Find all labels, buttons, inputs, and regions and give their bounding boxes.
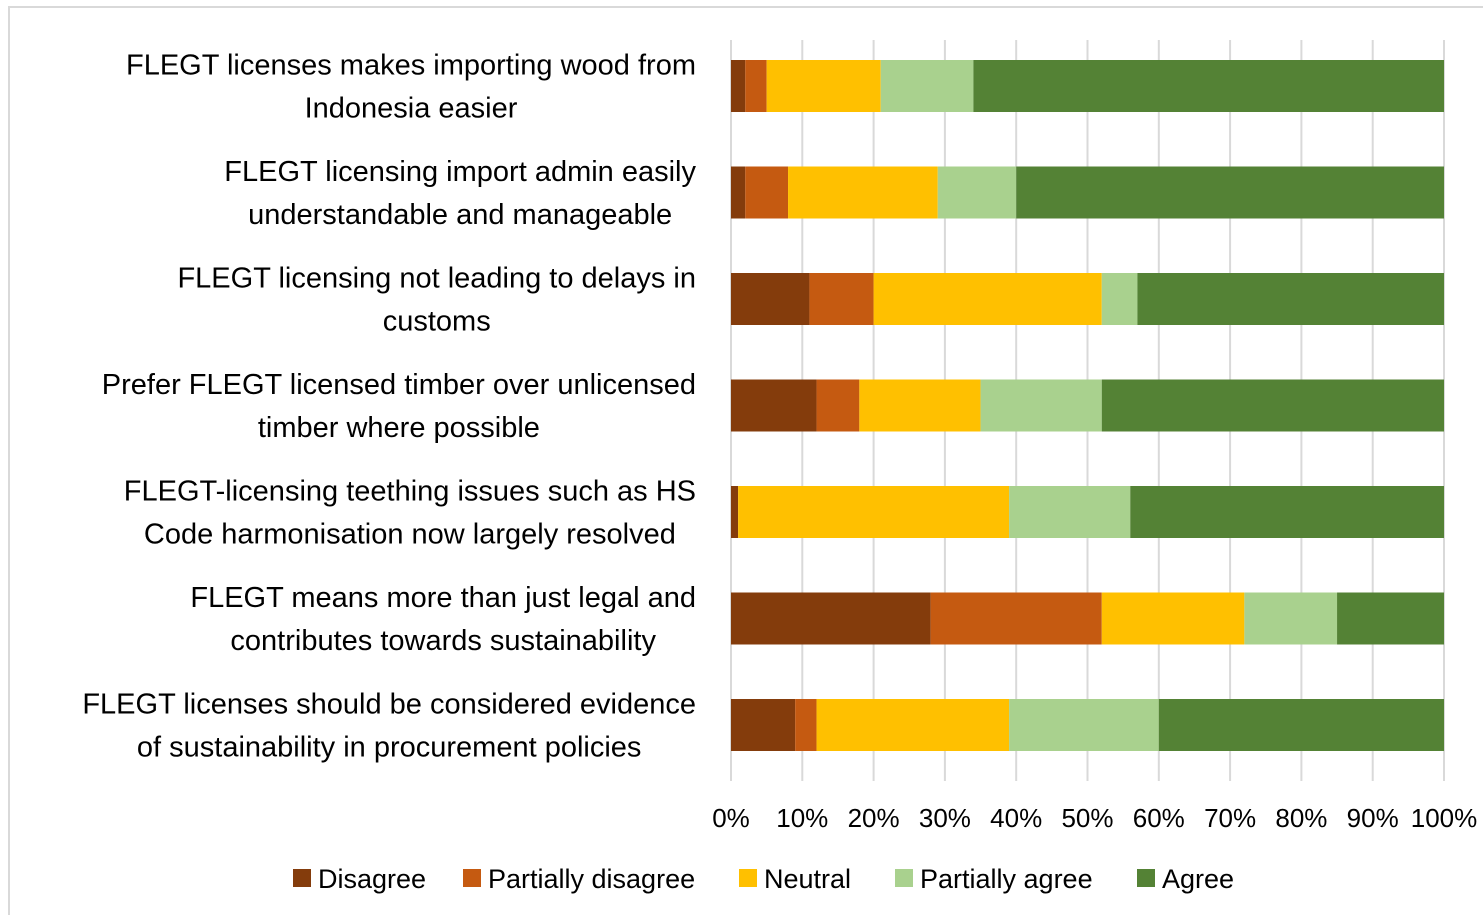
legend-swatch-agree <box>1137 869 1155 887</box>
bar-disagree <box>731 379 817 432</box>
bar-partially-disagree <box>809 273 874 325</box>
bar-agree <box>1101 379 1444 432</box>
category-labels: FLEGT licenses makes importing wood from… <box>82 50 696 764</box>
bar-neutral <box>738 486 1010 538</box>
category-label-line: customs <box>383 306 491 338</box>
bar-disagree <box>731 486 739 538</box>
category-label-line: FLEGT licensing not leading to delays in <box>177 263 696 295</box>
legend-label-disagree: Disagree <box>318 864 426 894</box>
category-label: FLEGT-licensing teething issues such as … <box>124 476 696 551</box>
bar-neutral <box>788 166 938 219</box>
x-tick-label: 10% <box>776 803 828 833</box>
legend-swatch-partially-disagree <box>463 869 481 887</box>
category-label-line: FLEGT means more than just legal and <box>190 582 696 614</box>
legend-label-agree: Agree <box>1162 864 1234 894</box>
category-label-line: contributes towards sustainability <box>230 625 656 657</box>
bar-partially-disagree <box>795 699 817 751</box>
bar-disagree <box>731 60 746 112</box>
category-label-line: Indonesia easier <box>305 93 518 125</box>
category-label-line: timber where possible <box>258 412 540 444</box>
bar-disagree <box>731 273 810 325</box>
bars <box>731 60 1444 751</box>
bar-agree <box>1137 273 1444 325</box>
bar-partially-disagree <box>816 379 860 432</box>
category-label-line: FLEGT licensing import admin easily <box>224 156 696 188</box>
category-label-line: of sustainability in procurement policie… <box>137 732 642 764</box>
x-tick-label: 40% <box>990 803 1042 833</box>
bar-agree <box>1130 486 1444 538</box>
x-tick-label: 20% <box>848 803 900 833</box>
x-tick-label: 80% <box>1275 803 1327 833</box>
bar-disagree <box>731 592 931 645</box>
category-label-line: Prefer FLEGT licensed timber over unlice… <box>102 369 696 401</box>
x-tick-label: 100% <box>1411 803 1478 833</box>
bar-partially-disagree <box>930 592 1102 645</box>
legend-label-neutral: Neutral <box>764 864 851 894</box>
bar-agree <box>1337 592 1444 645</box>
bar-partially-agree <box>1244 592 1338 645</box>
bar-neutral <box>816 699 1010 751</box>
bar-neutral <box>766 60 881 112</box>
category-label: Prefer FLEGT licensed timber over unlice… <box>102 369 696 444</box>
bar-partially-agree <box>1009 699 1159 751</box>
category-label: FLEGT licenses makes importing wood from… <box>126 50 696 125</box>
x-tick-label: 50% <box>1061 803 1113 833</box>
legend-swatch-partially-agree <box>895 869 913 887</box>
bar-agree <box>973 60 1444 112</box>
bar-neutral <box>859 379 981 432</box>
x-axis-ticks: 0% 10% 20% 30% 40% 50% 60% 70% 80% 90% 100% <box>712 803 1477 833</box>
category-label-line: FLEGT licenses makes importing wood from <box>126 50 696 82</box>
category-label: FLEGT licensing import admin easily under… <box>224 156 696 231</box>
bar-partially-agree <box>980 379 1102 432</box>
legend-swatch-disagree <box>293 869 311 887</box>
bar-partially-agree <box>1101 273 1138 325</box>
bar-partially-agree <box>880 60 974 112</box>
legend: Disagree Partially disagree Neutral Partial… <box>293 864 1234 894</box>
bar-neutral <box>1101 592 1245 645</box>
bar-partially-disagree <box>745 166 789 219</box>
x-tick-label: 60% <box>1133 803 1185 833</box>
bar-neutral <box>873 273 1102 325</box>
category-label: FLEGT licenses should be considered evid… <box>82 689 696 764</box>
category-label: FLEGT licensing not leading to delays in… <box>177 263 696 338</box>
bar-disagree <box>731 166 746 219</box>
bar-disagree <box>731 699 796 751</box>
legend-swatch-neutral <box>739 869 757 887</box>
bar-agree <box>1158 699 1444 751</box>
x-tick-label: 30% <box>919 803 971 833</box>
category-label-line: FLEGT licenses should be considered evid… <box>82 689 696 721</box>
legend-label-partially-disagree: Partially disagree <box>488 864 695 894</box>
category-label-line: Code harmonisation now largely resolved <box>144 519 676 551</box>
bar-partially-disagree <box>745 60 767 112</box>
bar-agree <box>1016 166 1444 219</box>
category-label-line: understandable and manageable <box>248 199 672 231</box>
x-tick-label: 90% <box>1347 803 1399 833</box>
x-tick-label: 70% <box>1204 803 1256 833</box>
bar-partially-agree <box>1009 486 1131 538</box>
x-tick-label: 0% <box>712 803 750 833</box>
legend-label-partially-agree: Partially agree <box>920 864 1093 894</box>
bar-partially-agree <box>937 166 1017 219</box>
category-label-line: FLEGT-licensing teething issues such as … <box>124 476 696 508</box>
category-label: FLEGT means more than just legal and cont… <box>190 582 696 657</box>
chart-frame <box>8 6 1483 915</box>
